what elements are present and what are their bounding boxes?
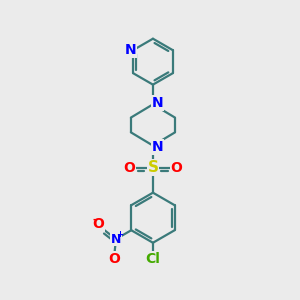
Text: +: +	[117, 230, 124, 239]
Text: O: O	[171, 161, 182, 175]
Text: Cl: Cl	[146, 252, 160, 266]
Text: N: N	[152, 140, 163, 154]
Text: -: -	[92, 215, 96, 225]
Text: N: N	[111, 232, 121, 246]
Text: S: S	[147, 160, 158, 175]
Text: O: O	[109, 251, 120, 266]
Text: O: O	[124, 161, 135, 175]
Text: O: O	[92, 217, 104, 231]
Text: N: N	[124, 43, 136, 57]
Text: N: N	[152, 96, 163, 110]
